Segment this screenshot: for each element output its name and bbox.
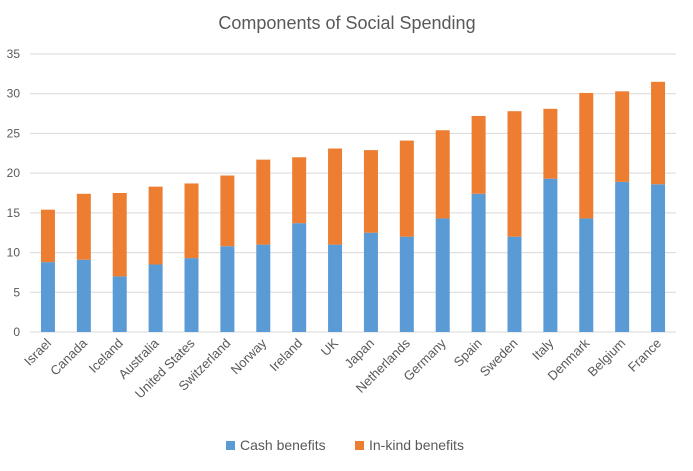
legend-swatch-in-kind [355, 441, 364, 450]
y-tick-label: 20 [7, 166, 21, 180]
bar-cash-belgium [615, 181, 630, 332]
x-tick-label: Ireland [267, 336, 306, 375]
bar-in-kind-france [651, 81, 666, 185]
bar-in-kind-belgium [615, 91, 630, 182]
bar-in-kind-sweden [507, 111, 522, 237]
bar-cash-germany [435, 218, 450, 332]
x-tick-label: Sweden [477, 336, 521, 380]
bar-in-kind-norway [256, 159, 271, 245]
bar-cash-uk [328, 244, 343, 332]
bar-cash-japan [363, 232, 378, 332]
bar-cash-israel [40, 262, 55, 332]
x-tick-label: France [625, 336, 664, 375]
y-tick-label: 15 [7, 206, 21, 220]
x-tick-label: UK [318, 335, 342, 359]
x-tick-label: Norway [228, 335, 270, 377]
bar-cash-united-states [184, 258, 199, 332]
legend-label-in-kind: In-kind benefits [369, 437, 464, 453]
bar-in-kind-spain [471, 115, 486, 194]
chart-title: Components of Social Spending [218, 13, 475, 33]
bar-cash-denmark [579, 218, 594, 332]
bar-cash-switzerland [220, 246, 235, 332]
bar-cash-canada [76, 259, 91, 332]
bar-in-kind-germany [435, 130, 450, 219]
x-tick-label: Canada [47, 335, 90, 378]
y-tick-label: 35 [7, 47, 21, 61]
bar-in-kind-australia [148, 186, 163, 265]
bar-cash-france [651, 184, 666, 332]
bar-in-kind-italy [543, 108, 558, 179]
y-tick-label: 30 [7, 87, 21, 101]
x-tick-label: Italy [529, 335, 557, 363]
y-tick-label: 5 [13, 285, 20, 299]
grid-lines [30, 53, 676, 333]
legend-swatch-cash [226, 441, 235, 450]
y-axis-ticks: 0 5 10 15 20 25 30 35 [7, 47, 21, 339]
x-tick-label: Israel [21, 335, 54, 368]
bar-cash-netherlands [399, 236, 414, 332]
y-tick-label: 25 [7, 126, 21, 140]
bars [40, 81, 666, 332]
x-tick-label: Spain [451, 336, 485, 370]
bar-cash-australia [148, 264, 163, 332]
bar-cash-norway [256, 244, 271, 332]
legend: Cash benefits In-kind benefits [226, 437, 464, 453]
bar-in-kind-japan [363, 150, 378, 233]
bar-in-kind-iceland [112, 193, 127, 277]
x-tick-label: Belgium [584, 336, 628, 380]
y-tick-label: 0 [13, 325, 20, 339]
bar-in-kind-united-states [184, 183, 199, 259]
bar-cash-ireland [292, 223, 307, 332]
bar-cash-italy [543, 178, 558, 332]
legend-label-cash: Cash benefits [240, 437, 326, 453]
bar-in-kind-switzerland [220, 175, 235, 247]
bar-in-kind-netherlands [399, 140, 414, 237]
y-tick-label: 10 [7, 246, 21, 260]
bar-in-kind-ireland [292, 157, 307, 224]
bar-in-kind-uk [328, 148, 343, 245]
bar-in-kind-canada [76, 193, 91, 260]
bar-cash-spain [471, 193, 486, 332]
bar-cash-sweden [507, 236, 522, 332]
bar-cash-iceland [112, 276, 127, 332]
bar-in-kind-israel [40, 209, 55, 263]
bar-in-kind-denmark [579, 92, 594, 219]
